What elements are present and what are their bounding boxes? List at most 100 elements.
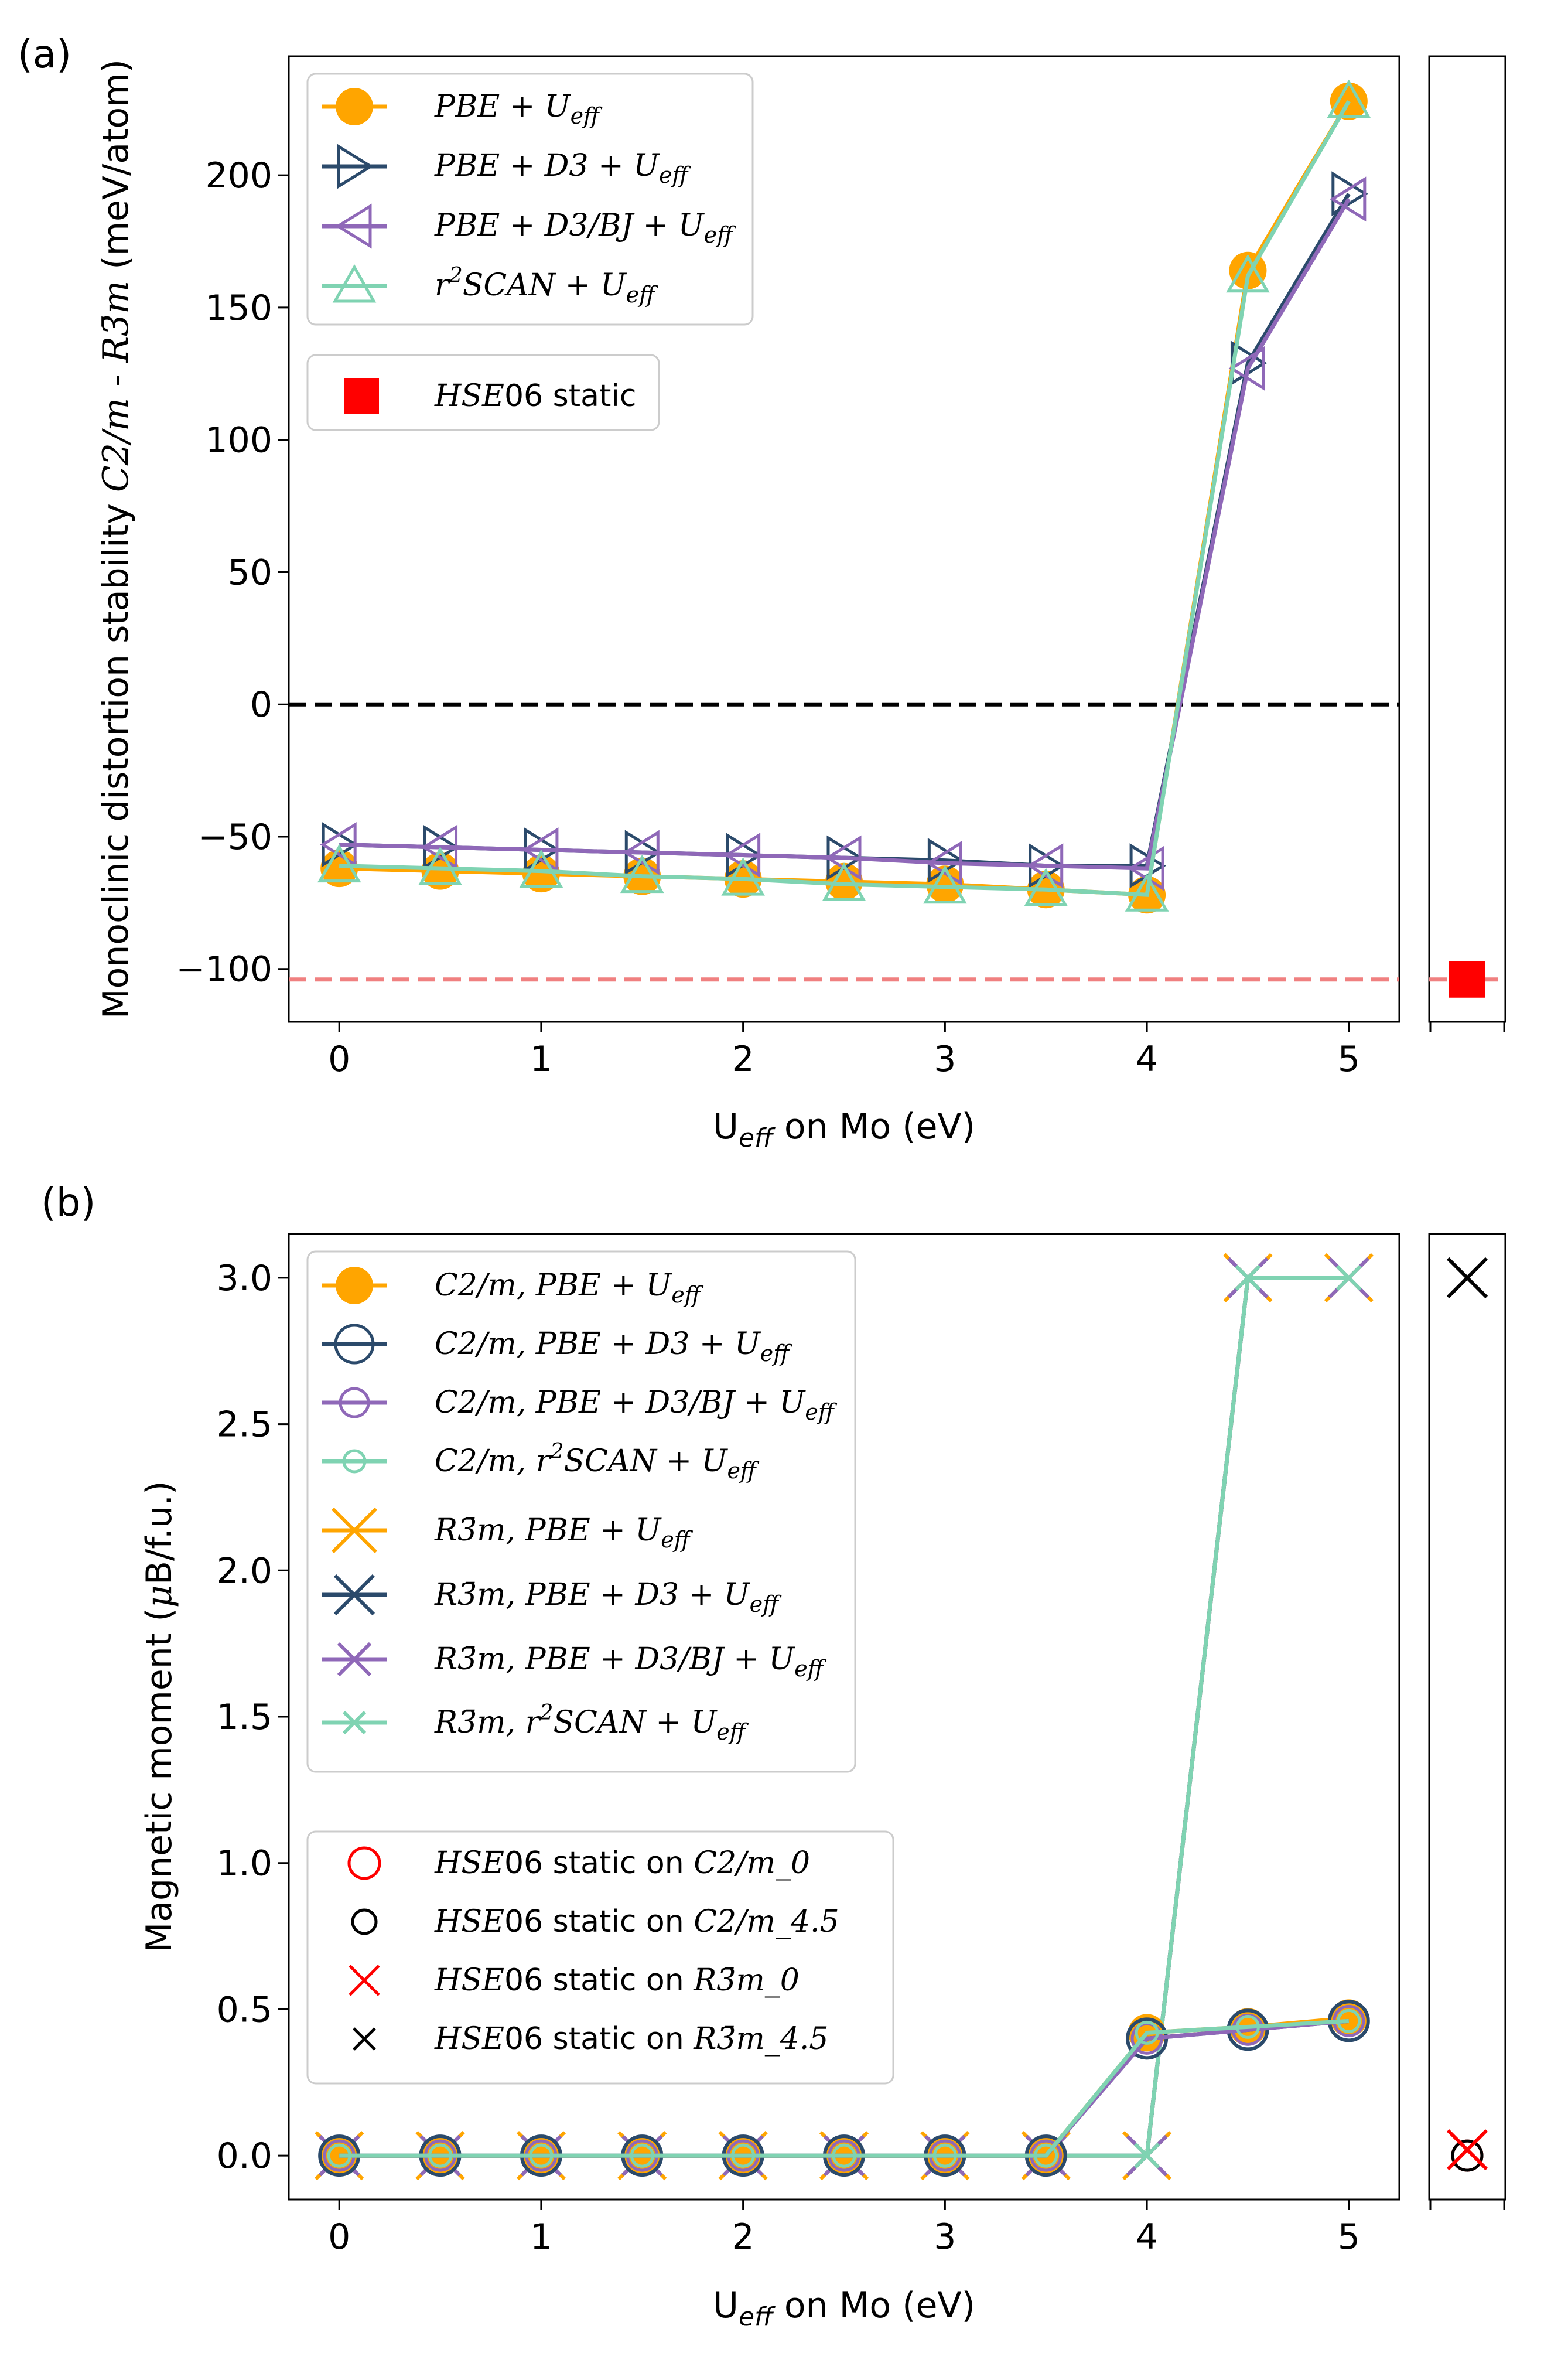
data-point-a3-2 <box>519 849 563 888</box>
data-point-a2-9 <box>1228 346 1265 391</box>
svg-text:HSE06 static: HSE06 static <box>434 378 636 414</box>
data-point-a2-2 <box>522 827 559 873</box>
legend-item-b-r3m-pbe-d3bj: R3̄m, PBE + D3/BJ + Ueff <box>322 1642 827 1682</box>
x-tick-label: 3 <box>934 1039 956 1080</box>
svg-text:C2/m, PBE + D3/BJ + Ueff: C2/m, PBE + D3/BJ + Ueff <box>435 1385 838 1425</box>
y-tick-label: 0 <box>250 684 272 725</box>
data-point-a1-10 <box>1331 171 1368 217</box>
y-tick-label: 1.5 <box>217 1697 272 1738</box>
data-point-b3-9 <box>1235 2014 1260 2039</box>
data-point-b3-1 <box>428 2143 453 2168</box>
y-tick-label: 0.0 <box>217 2136 272 2177</box>
legend-item-b-hse-c2m-45: HSE06 static on C2/m_4.5 <box>351 1904 839 1939</box>
y-tick-label: −100 <box>176 949 272 990</box>
x-ticks-b: 0 1 2 3 4 5 <box>328 2199 1505 2257</box>
data-point-b3-8 <box>1135 2020 1159 2045</box>
x-ticks-a: 0 1 2 3 4 5 <box>328 1022 1505 1080</box>
data-point-b3-7 <box>1034 2143 1058 2168</box>
data-point-a2-4 <box>723 833 761 878</box>
x-tick-label: 0 <box>328 2216 350 2257</box>
x-tick-label: 4 <box>1136 1039 1158 1080</box>
side-points-b <box>1446 1257 1488 2172</box>
data-point-b3-4 <box>731 2143 756 2168</box>
data-point-a2-7 <box>1026 843 1064 889</box>
y-axis-label-b: Magnetic moment (μB/f.u.) <box>139 1481 180 1952</box>
side-points-a <box>1429 961 1505 998</box>
svg-text:PBE + D3 + Ueff: PBE + D3 + Ueff <box>434 148 692 188</box>
x-axis-label-b: Ueff on Mo (eV) <box>713 2285 975 2332</box>
y-tick-label: 150 <box>205 288 272 329</box>
data-point-b7-9 <box>1235 1264 1261 1291</box>
y-tick-label: 3.0 <box>217 1258 272 1299</box>
legend-item-b-hse-c2m-0: HSE06 static on C2/m_0 <box>347 1846 810 1881</box>
legend-item-b-r3m-pbe: R3̄m, PBE + Ueff <box>322 1507 694 1554</box>
svg-text:PBE + D3/BJ + Ueff: PBE + D3/BJ + Ueff <box>434 208 736 248</box>
data-point-a2-6 <box>925 840 962 886</box>
legend-b: C2/m, PBE + Ueff C2/m, PBE + D3 + Ueff C… <box>306 1250 856 1773</box>
svg-text:R3̄m, PBE + Ueff: R3̄m, PBE + Ueff <box>434 1513 694 1553</box>
data-point-a3-0 <box>317 844 361 883</box>
svg-text:HSE06 static on C2/m_0: HSE06 static on C2/m_0 <box>434 1846 810 1881</box>
panel-a: 200 150 100 50 0 −50 −100 0 1 2 3 4 5 Ueff on Mo (e… <box>95 55 1506 1153</box>
data-point-b2-8 <box>1130 2022 1163 2055</box>
data-point-b3-3 <box>630 2143 654 2168</box>
side-panel-b <box>1428 1233 1506 2201</box>
legend-item-b-c2m-pbe-d3bj: C2/m, PBE + D3/BJ + Ueff <box>322 1385 838 1425</box>
data-point-a2-3 <box>623 830 660 875</box>
data-point-a2-10 <box>1330 176 1367 222</box>
svg-text:r2SCAN + Ueff: r2SCAN + Ueff <box>435 264 658 308</box>
data-point-a2-0 <box>320 822 357 867</box>
panel-label-a: (a) <box>18 32 71 77</box>
x-tick-label: 0 <box>328 1039 350 1080</box>
data-point-a3-5 <box>822 862 866 901</box>
data-point-a3-6 <box>923 865 967 904</box>
svg-text:C2/m, r2SCAN + Ueff: C2/m, r2SCAN + Ueff <box>435 1440 760 1484</box>
y-axis-label-a: Monoclinic distortion stability C2/m - R… <box>95 59 136 1019</box>
series-a <box>317 79 1371 914</box>
reference-lines-a <box>289 702 1399 982</box>
x-tick-label: 5 <box>1338 1039 1360 1080</box>
legend-item-a-pbe-d3bj: PBE + D3/BJ + Ueff <box>322 203 736 249</box>
series-b <box>315 1253 1374 2181</box>
series-line-b3 <box>339 2018 1350 2158</box>
series-line-a2 <box>339 198 1351 871</box>
legend-a: PBE + Ueff PBE + D3 + Ueff PBE + D3/BJ +… <box>306 73 754 326</box>
svg-text:HSE06 static on C2/m_4.5: HSE06 static on C2/m_4.5 <box>434 1904 839 1939</box>
legend-item-b-c2m-r2scan: C2/m, r2SCAN + Ueff <box>322 1440 760 1484</box>
legend-item-a-pbe-d3: PBE + D3 + Ueff <box>322 144 692 189</box>
data-point-a3-9 <box>1226 254 1270 293</box>
data-point-a3-7 <box>1024 868 1068 906</box>
x-tick-label: 1 <box>530 1039 552 1080</box>
svg-text:R3̄m, PBE + D3 + Ueff: R3̄m, PBE + D3 + Ueff <box>434 1577 782 1617</box>
y-tick-label: 2.0 <box>217 1550 272 1591</box>
x-tick-label: 2 <box>732 1039 754 1080</box>
y-tick-label: 100 <box>205 420 272 461</box>
data-point-b7-10 <box>1335 1264 1362 1291</box>
svg-text:R3̄m, PBE + D3/BJ + Ueff: R3̄m, PBE + D3/BJ + Ueff <box>434 1642 827 1682</box>
y-tick-label: 2.5 <box>217 1404 272 1445</box>
legend-item-b-r3m-r2scan: R3̄m, r2SCAN + Ueff <box>322 1701 749 1745</box>
svg-text:HSE06 static on R3̄m_4.5: HSE06 static on R3̄m_4.5 <box>434 2021 829 2057</box>
svg-text:HSE06 static on R3̄m_0: HSE06 static on R3̄m_0 <box>434 1963 800 1998</box>
legend-item-b-r3m-pbe-d3: R3̄m, PBE + D3 + Ueff <box>322 1574 782 1617</box>
y-tick-label: 0.5 <box>217 1989 272 2030</box>
x-tick-label: 4 <box>1136 2216 1158 2257</box>
data-point-b3-5 <box>832 2143 856 2168</box>
data-point-b7-8 <box>1133 2142 1160 2169</box>
side-panel-a <box>1428 55 1506 1023</box>
panel-label-b: (b) <box>41 1180 95 1225</box>
data-point-a3-8 <box>1125 873 1169 912</box>
x-tick-label: 5 <box>1338 2216 1360 2257</box>
y-tick-label: 1.0 <box>217 1843 272 1884</box>
legend-item-b-c2m-pbe-d3: C2/m, PBE + D3 + Ueff <box>322 1324 792 1366</box>
svg-text:R3̄m, r2SCAN + Ueff: R3̄m, r2SCAN + Ueff <box>434 1701 749 1745</box>
data-point-b3-6 <box>932 2143 957 2168</box>
legend-item-b-hse-r3m-0: HSE06 static on R3̄m_0 <box>349 1963 800 1998</box>
data-point-b3-0 <box>327 2143 351 2168</box>
panel-b: 3.0 2.5 2.0 1.5 1.0 0.5 0.0 0 1 2 3 4 5 Ueff on Mo … <box>139 1233 1506 2332</box>
legend-a-hse: HSE06 static <box>306 354 660 431</box>
x-tick-label: 2 <box>732 2216 754 2257</box>
svg-text:C2/m, PBE + D3 + Ueff: C2/m, PBE + D3 + Ueff <box>435 1326 792 1366</box>
data-point-b3-10 <box>1337 2008 1361 2033</box>
